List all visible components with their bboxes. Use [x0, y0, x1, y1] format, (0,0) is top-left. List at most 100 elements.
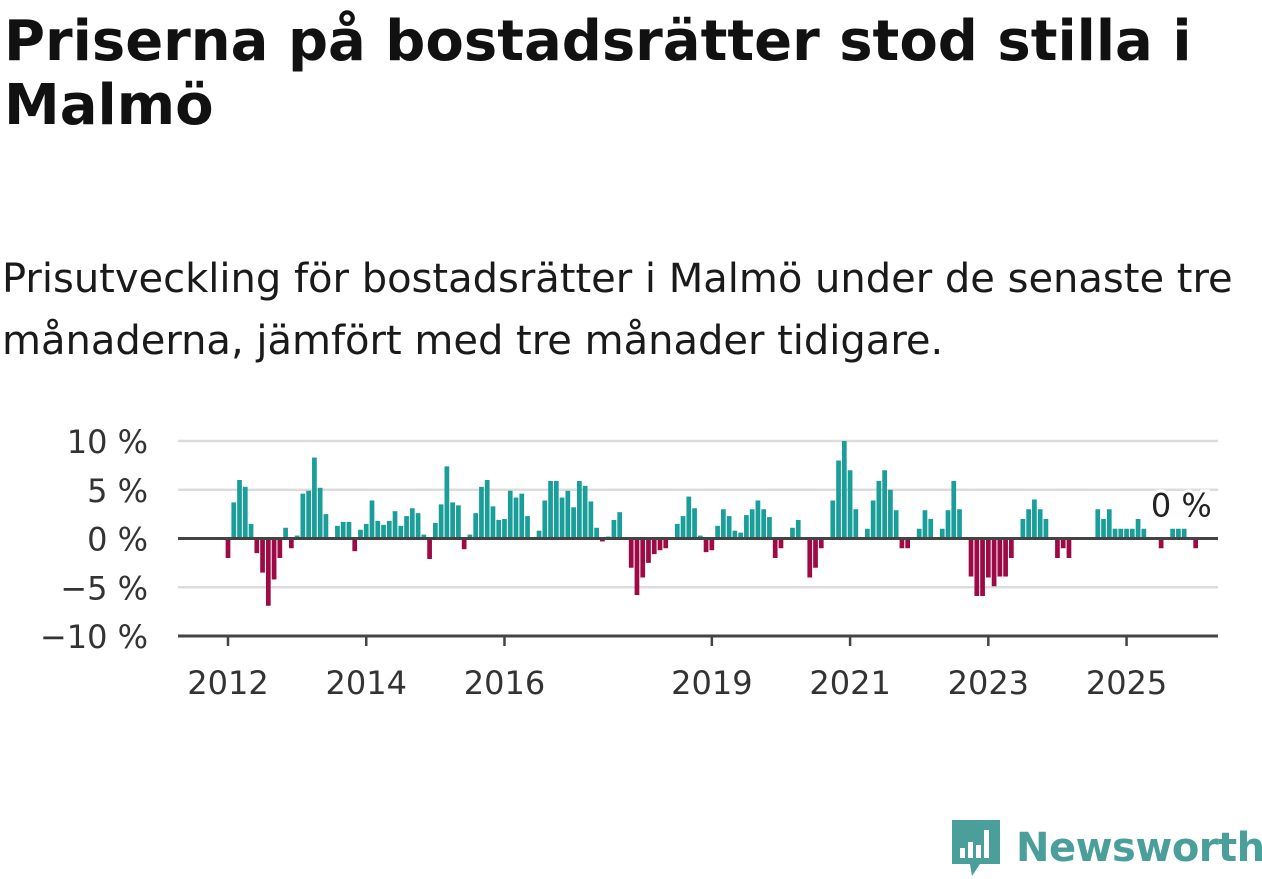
- bar: [1170, 528, 1175, 539]
- bar: [1026, 509, 1031, 539]
- bar: [335, 525, 340, 539]
- bar: [830, 500, 836, 539]
- bar: [427, 538, 432, 559]
- bar: [1135, 519, 1141, 539]
- bar: [795, 519, 801, 539]
- bar: [1193, 538, 1199, 549]
- bar: [715, 525, 720, 539]
- bar: [456, 505, 461, 539]
- bar: [254, 538, 260, 554]
- bar: [980, 538, 985, 597]
- bar: [732, 530, 738, 539]
- bar: [507, 490, 513, 539]
- bar: [807, 538, 813, 578]
- bar: [974, 538, 980, 597]
- bar: [312, 457, 317, 539]
- bar: [997, 538, 1003, 577]
- bar: [1066, 538, 1072, 558]
- bar: [1060, 538, 1066, 549]
- bar: [502, 519, 507, 539]
- bar: [473, 513, 479, 539]
- bar: [565, 490, 571, 539]
- bar: [346, 521, 352, 539]
- bar: [242, 486, 248, 539]
- bar: [767, 517, 772, 539]
- bar: [1009, 538, 1014, 558]
- bar: [369, 500, 375, 539]
- bar: [939, 528, 945, 539]
- bar: [490, 506, 496, 539]
- bar: [634, 538, 640, 596]
- x-tick-label: 2019: [671, 664, 752, 702]
- bar: [738, 532, 743, 539]
- bar: [703, 538, 709, 553]
- bar: [882, 470, 887, 539]
- bar: [404, 516, 409, 539]
- bar: [991, 538, 997, 587]
- bar: [271, 538, 277, 580]
- bar: [968, 538, 974, 577]
- bar: [467, 534, 473, 539]
- bar: [237, 480, 242, 539]
- bar: [1020, 519, 1026, 539]
- x-tick-label: 2025: [1086, 664, 1167, 702]
- bar: [922, 510, 928, 539]
- bar: [674, 523, 680, 539]
- bar: [617, 512, 623, 539]
- y-tick-label: −5 %: [60, 569, 148, 607]
- bar: [386, 520, 392, 539]
- bar-chart: 10 % 5 % 0 % −5 % −10 % 2012 2014 2016 2019 2021 2…: [40, 423, 1218, 702]
- bar: [461, 538, 467, 550]
- bar: [686, 496, 692, 539]
- bar: [479, 486, 484, 539]
- bar: [496, 519, 502, 539]
- x-tick-label: 2016: [464, 664, 545, 702]
- brand-name: Newsworthy: [1016, 825, 1262, 871]
- chart-title: Priserna på bostadsrätter stod stilla i …: [4, 9, 1192, 138]
- bar: [415, 513, 421, 539]
- bar: [317, 487, 323, 539]
- bar: [853, 509, 859, 539]
- bar: [1003, 538, 1008, 577]
- bar: [640, 538, 646, 578]
- bar: [888, 489, 893, 539]
- y-tick-label: 0 %: [87, 521, 148, 559]
- bar: [1043, 519, 1049, 539]
- bar: [1118, 528, 1124, 539]
- bar: [928, 519, 934, 539]
- bar: [1037, 509, 1043, 539]
- bar: [847, 470, 853, 539]
- bar: [248, 523, 254, 539]
- newsworthy-logo-icon: [952, 820, 1000, 876]
- bar: [306, 490, 311, 539]
- y-tick-label: −10 %: [40, 618, 148, 656]
- bar: [409, 508, 415, 539]
- bar: [651, 538, 657, 555]
- bar: [870, 500, 876, 539]
- bar: [646, 538, 651, 563]
- bar: [836, 460, 841, 539]
- bar: [744, 515, 749, 539]
- bar: [813, 538, 818, 568]
- bar: [283, 527, 288, 539]
- bar: [893, 510, 899, 539]
- bar: [323, 514, 329, 539]
- bar: [1176, 528, 1181, 539]
- bar: [559, 497, 565, 539]
- bar: [381, 524, 386, 539]
- bar: [865, 528, 870, 539]
- bar: [421, 534, 427, 539]
- bar: [1101, 519, 1106, 539]
- bar: [433, 522, 438, 539]
- bar: [916, 528, 922, 539]
- bar: [721, 509, 726, 539]
- bar: [841, 441, 847, 539]
- bar: [340, 521, 346, 539]
- bar: [277, 538, 283, 558]
- bar: [1124, 528, 1129, 539]
- x-tick-label: 2012: [187, 664, 268, 702]
- bar: [300, 493, 306, 539]
- bar: [957, 509, 962, 539]
- bar: [772, 538, 778, 558]
- bar: [265, 538, 271, 606]
